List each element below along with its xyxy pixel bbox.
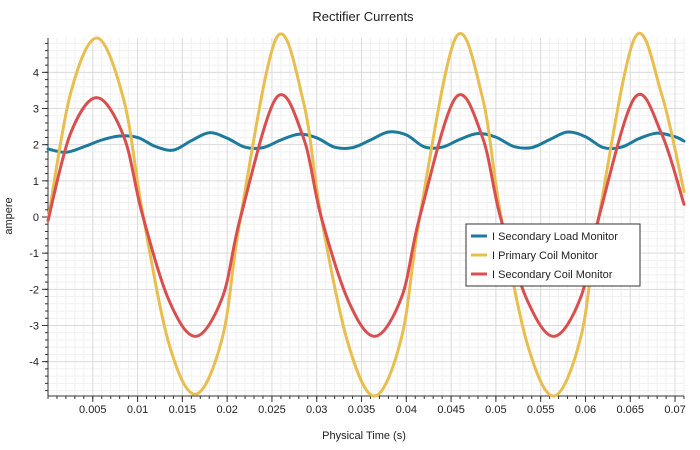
x-tick-label: 0.035 bbox=[348, 404, 376, 416]
x-tick-label: 0.03 bbox=[306, 404, 327, 416]
x-tick-label: 0.02 bbox=[216, 404, 237, 416]
x-tick-label: 0.055 bbox=[527, 404, 555, 416]
y-tick-label: 4 bbox=[33, 67, 39, 79]
y-tick-label: -2 bbox=[29, 284, 39, 296]
x-tick-label: 0.01 bbox=[127, 404, 148, 416]
legend: I Secondary Load Monitor I Primary Coil M… bbox=[465, 223, 641, 287]
y-tick-label: -3 bbox=[29, 320, 39, 332]
y-tick-label: -4 bbox=[29, 357, 39, 369]
x-tick-label: 0.04 bbox=[396, 404, 417, 416]
series-line-2 bbox=[46, 31, 686, 398]
grid bbox=[47, 38, 685, 396]
series-line-1 bbox=[46, 130, 686, 154]
x-tick-label: 0.025 bbox=[258, 404, 286, 416]
y-axis-label: ampere bbox=[3, 197, 15, 234]
y-tick-label: 2 bbox=[33, 140, 39, 152]
y-tick-label: 3 bbox=[33, 104, 39, 116]
y-tick-label: 0 bbox=[33, 212, 39, 224]
x-tick-label: 0.015 bbox=[169, 404, 197, 416]
series-lines bbox=[46, 31, 686, 398]
legend-box bbox=[465, 223, 641, 287]
x-tick-label: 0.045 bbox=[437, 404, 465, 416]
y-tick-label: 1 bbox=[33, 176, 39, 188]
axes: 0.005 0.01 0.015 0.02 0.025 0.03 0.035 0.04 0.04… bbox=[29, 38, 686, 416]
legend-label: I Secondary Load Monitor bbox=[492, 231, 618, 243]
series-line-3 bbox=[46, 93, 686, 338]
chart-title: Rectifier Currents bbox=[312, 9, 414, 24]
x-axis-label: Physical Time (s) bbox=[322, 430, 406, 442]
legend-label: I Primary Coil Monitor bbox=[492, 250, 598, 262]
x-tick-label: 0.065 bbox=[616, 404, 644, 416]
x-tick-label: 0.05 bbox=[485, 404, 506, 416]
legend-label: I Secondary Coil Monitor bbox=[492, 269, 613, 281]
y-tick-label: -1 bbox=[29, 248, 39, 260]
x-tick-label: 0.07 bbox=[664, 404, 685, 416]
x-tick-label: 0.005 bbox=[79, 404, 107, 416]
x-tick-label: 0.06 bbox=[575, 404, 596, 416]
